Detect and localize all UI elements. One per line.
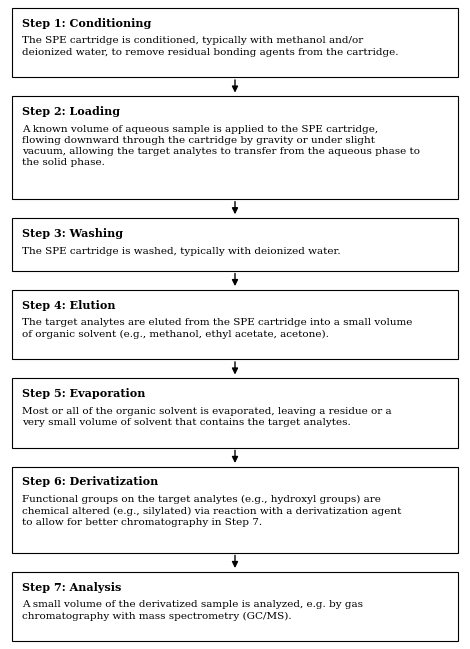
- Bar: [12, 572, 458, 641]
- Bar: [12, 290, 458, 359]
- Text: Step 6: Derivatization: Step 6: Derivatization: [22, 476, 158, 487]
- Text: Step 2: Loading: Step 2: Loading: [22, 106, 120, 117]
- Text: The SPE cartridge is conditioned, typically with methanol and/or
deionized water: The SPE cartridge is conditioned, typica…: [22, 36, 399, 56]
- Text: The target analytes are eluted from the SPE cartridge into a small volume
of org: The target analytes are eluted from the …: [22, 319, 412, 339]
- Bar: [12, 8, 458, 77]
- Text: A small volume of the derivatized sample is analyzed, e.g. by gas
chromatography: A small volume of the derivatized sample…: [22, 600, 363, 620]
- Bar: [12, 97, 458, 199]
- Text: Step 3: Washing: Step 3: Washing: [22, 228, 123, 239]
- Bar: [12, 218, 458, 271]
- Bar: [12, 467, 458, 552]
- Text: The SPE cartridge is washed, typically with deionized water.: The SPE cartridge is washed, typically w…: [22, 247, 341, 256]
- Text: Step 1: Conditioning: Step 1: Conditioning: [22, 18, 151, 29]
- Text: Most or all of the organic solvent is evaporated, leaving a residue or a
very sm: Most or all of the organic solvent is ev…: [22, 407, 392, 427]
- Text: Step 4: Elution: Step 4: Elution: [22, 300, 116, 311]
- Text: Step 5: Evaporation: Step 5: Evaporation: [22, 388, 145, 399]
- Text: Step 7: Analysis: Step 7: Analysis: [22, 582, 121, 593]
- Bar: [12, 378, 458, 448]
- Text: A known volume of aqueous sample is applied to the SPE cartridge,
flowing downwa: A known volume of aqueous sample is appl…: [22, 125, 420, 167]
- Text: Functional groups on the target analytes (e.g., hydroxyl groups) are
chemical al: Functional groups on the target analytes…: [22, 495, 401, 527]
